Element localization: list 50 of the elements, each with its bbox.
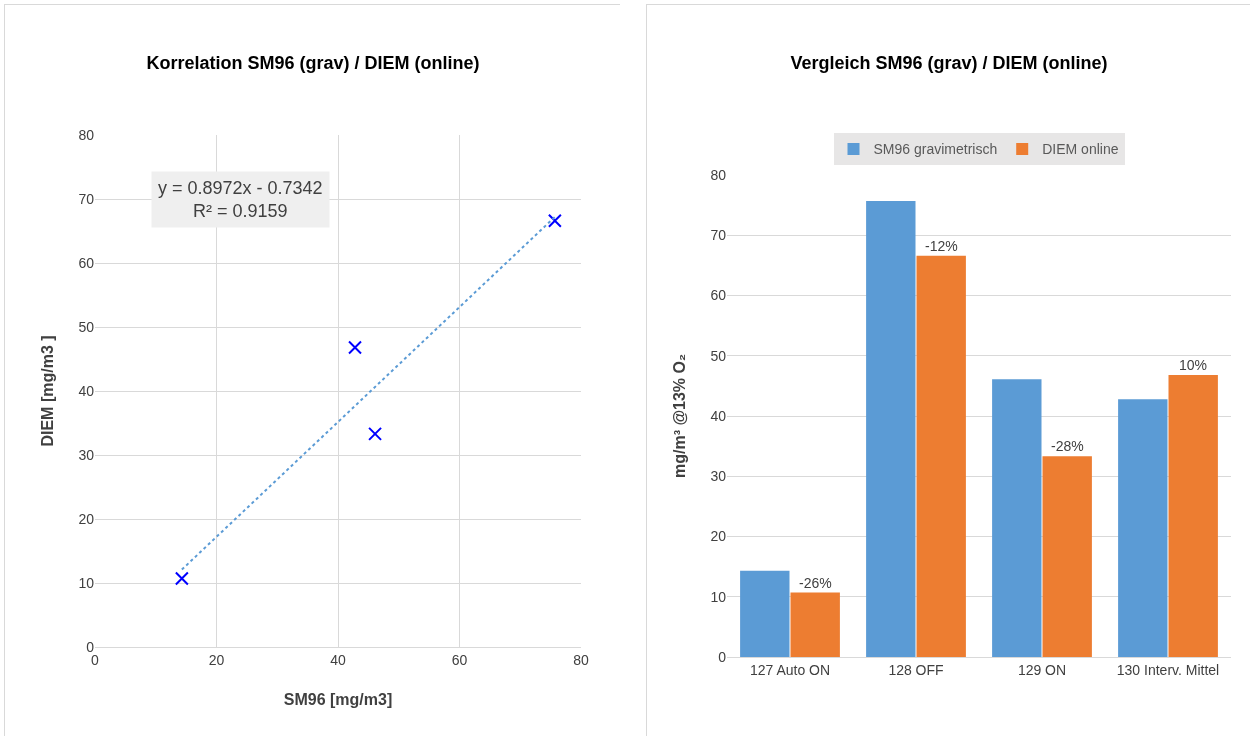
bar [740, 570, 790, 657]
y-tick-label: 30 [710, 468, 727, 485]
chart-title: Korrelation SM96 (grav) / DIEM (online) [146, 52, 480, 73]
annotation: -26% [799, 575, 832, 591]
bar [866, 200, 916, 657]
y-tick-label: 70 [710, 227, 727, 244]
y-tick-label: 10 [78, 574, 95, 591]
y-tick-label: 70 [78, 190, 95, 207]
y-tick-label: 20 [78, 510, 95, 527]
point [348, 340, 363, 355]
y-tick-label: 40 [78, 382, 95, 399]
annotation: y = 0.8972x - 0.7342 [158, 178, 323, 198]
legend-label: SM96 gravimetrisch [873, 141, 998, 158]
annotation: 10% [1179, 357, 1208, 373]
x-tick-label: 130 Interv. Mittel [1116, 661, 1220, 678]
bar [1118, 399, 1168, 657]
x-tick-label: 40 [330, 651, 346, 668]
y-tick-label: 60 [710, 287, 727, 304]
y-tick-label: 80 [710, 166, 727, 183]
y-tick-label: 30 [78, 446, 95, 463]
y-tick-label: 20 [710, 528, 727, 545]
y-axis-title: mg/m³ @13% O₂ [671, 353, 688, 479]
x-tick-label: 129 ON [1017, 661, 1067, 678]
bar [1168, 375, 1218, 657]
chart-title: Vergleich SM96 (grav) / DIEM (online) [790, 52, 1108, 73]
annotation: -28% [1051, 438, 1084, 454]
x-tick-label: 128 OFF [888, 661, 944, 678]
y-tick-label: 50 [710, 347, 727, 364]
x-tick-label: 80 [573, 651, 589, 668]
y-axis-title: DIEM [mg/m3 ] [39, 335, 56, 447]
y-tick-label: 60 [78, 254, 95, 271]
x-tick-label: 60 [451, 651, 468, 668]
point [368, 426, 383, 441]
y-tick-label: 0 [86, 638, 95, 655]
y-tick-label: 40 [710, 407, 727, 424]
y-tick-label: 50 [78, 318, 95, 335]
bar [790, 592, 840, 657]
y-tick-label: 10 [710, 588, 727, 605]
point [174, 571, 189, 586]
annotation: -12% [925, 238, 958, 254]
bar [916, 255, 966, 657]
x-tick-label: 20 [208, 651, 225, 668]
y-tick-label: 80 [78, 126, 95, 143]
x-tick-label: 127 Auto ON [749, 661, 831, 678]
legend-label: DIEM online [1042, 141, 1119, 158]
annotation: R² = 0.9159 [193, 201, 288, 222]
x-axis-title: SM96 [mg/m3] [283, 691, 393, 708]
point [547, 213, 562, 228]
bar [1042, 456, 1092, 657]
bar [992, 379, 1042, 657]
